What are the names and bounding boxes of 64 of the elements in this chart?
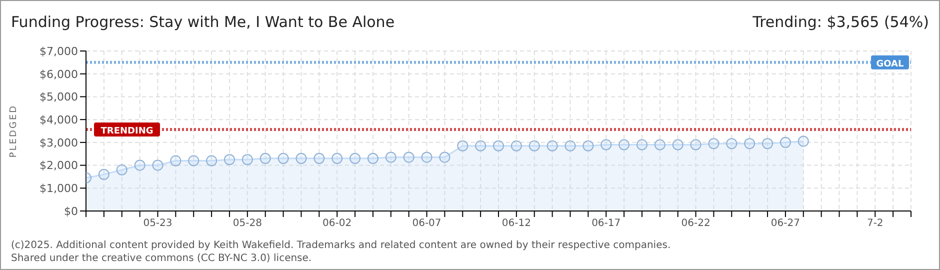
x-tick-label: 05-28 <box>232 218 262 230</box>
y-tick-label: $0 <box>64 204 78 218</box>
text: Shared under the creative commons (CC BY-NC 3.0) license. <box>11 252 313 265</box>
y-tick-label: $2,000 <box>40 159 78 172</box>
point <box>798 136 809 147</box>
point <box>618 139 630 150</box>
x-tick-label: 06-07 <box>412 218 442 230</box>
point <box>332 152 343 164</box>
x-tick-label: 06-17 <box>592 218 621 230</box>
point <box>403 152 414 163</box>
point <box>708 138 720 150</box>
y-tick-label: $6,000 <box>40 68 78 81</box>
point <box>116 164 128 176</box>
point <box>439 152 450 163</box>
text: Trending: $3,565 (54%) <box>752 13 929 31</box>
point <box>510 140 522 152</box>
y-tick-label: $1,000 <box>40 182 78 196</box>
point <box>367 152 378 164</box>
point <box>690 139 702 150</box>
point <box>350 152 361 164</box>
point <box>314 152 325 164</box>
point <box>654 139 666 150</box>
point <box>457 140 468 152</box>
point <box>672 139 684 150</box>
x-tick-label: 05-23 <box>143 218 172 230</box>
point <box>421 152 432 163</box>
y-tick-label: $7,000 <box>40 44 78 58</box>
x-tick-label: 06-02 <box>322 218 352 230</box>
point <box>493 140 504 152</box>
point <box>780 136 791 148</box>
x-tick-label: 06-12 <box>502 218 531 230</box>
point <box>564 140 576 152</box>
point <box>582 140 594 152</box>
ref-line-label: TRENDING <box>100 126 154 137</box>
y-tick-label: $3,000 <box>40 136 78 150</box>
text: (c)2025. Additional content provided by Keith Wakefield. Trademarks and related content are owned by their respective companies. <box>11 239 671 252</box>
x-tick-label: 7-2 <box>866 218 884 230</box>
point <box>170 155 182 166</box>
y-tick-label: $4,000 <box>40 113 78 126</box>
point <box>600 139 612 150</box>
ref-line-label: GOAL <box>876 59 904 70</box>
point <box>206 155 218 166</box>
point <box>242 154 253 166</box>
point <box>296 152 307 164</box>
point <box>726 138 738 150</box>
point <box>152 160 164 171</box>
point <box>744 138 756 150</box>
point <box>224 154 235 166</box>
point <box>636 139 648 150</box>
chart-title: Funding Progress: Stay with Me, I Want to Be Alone <box>11 13 395 31</box>
point <box>385 152 396 163</box>
y-axis-title: PLEDGED <box>9 104 20 158</box>
point <box>528 140 540 152</box>
point <box>278 152 289 164</box>
point <box>762 138 774 150</box>
point <box>98 168 110 180</box>
point <box>546 140 558 152</box>
point <box>134 160 146 171</box>
x-tick-label: 06-22 <box>681 218 710 230</box>
x-tick-label: 06-27 <box>770 218 800 230</box>
point <box>188 155 200 166</box>
y-tick-label: $5,000 <box>40 90 78 104</box>
point <box>260 152 271 164</box>
point <box>475 140 486 152</box>
